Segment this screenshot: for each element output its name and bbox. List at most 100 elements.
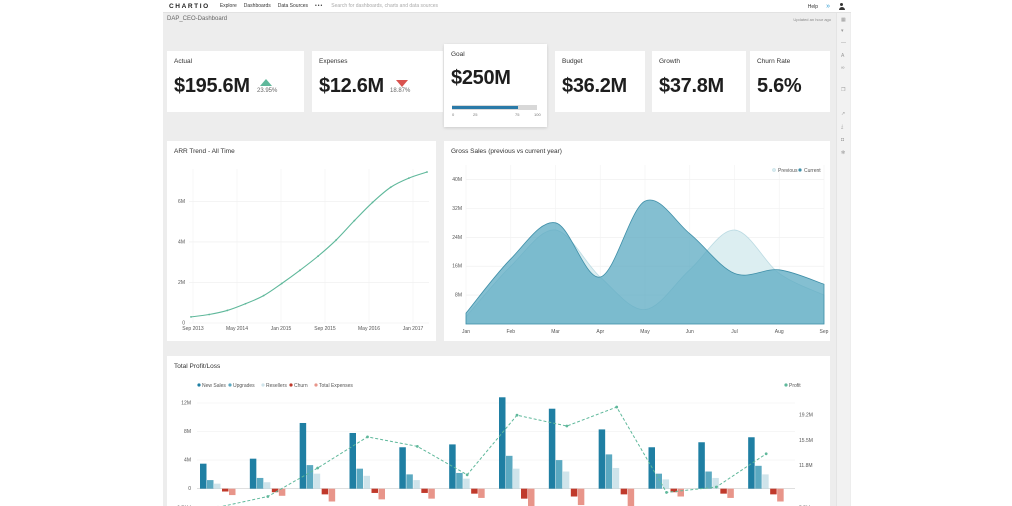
text-icon[interactable]: A: [841, 53, 845, 59]
bar-new-sales: [249, 458, 257, 489]
arr-data-point: [244, 302, 247, 305]
bar-churn: [321, 488, 329, 495]
kpi-card-churn-rate[interactable]: Churn Rate 5.6%: [750, 51, 830, 112]
kpi-card-growth[interactable]: Growth $37.8M: [652, 51, 746, 112]
arr-data-point: [426, 171, 428, 173]
y-tick-label: 16M: [452, 264, 462, 270]
y-tick-label: 32M: [452, 206, 462, 212]
gear-icon[interactable]: ✻: [841, 150, 846, 156]
profit-point: [764, 452, 768, 456]
kpi-card-goal[interactable]: Goal $250M 0 25 75 100: [444, 44, 547, 127]
bar-resellers: [263, 482, 271, 489]
bar-churn: [521, 488, 528, 499]
download-icon[interactable]: ⤓: [841, 124, 844, 130]
kpi-card-budget[interactable]: Budget $36.2M: [555, 51, 645, 112]
goal-progress-bar: [452, 105, 537, 110]
x-tick-label: May: [640, 329, 650, 335]
search-input[interactable]: Search for dashboards, charts and data s…: [331, 3, 439, 9]
profit-point: [515, 413, 519, 417]
legend-swatch: [261, 383, 265, 387]
copy-icon[interactable]: ❐: [841, 87, 846, 93]
legend-label: Upgrades: [233, 383, 255, 389]
bar-total-expenses: [328, 488, 336, 502]
nav-dashboards[interactable]: Dashboards: [243, 3, 271, 9]
chart-title: Gross Sales (previous vs current year): [451, 148, 562, 155]
user-icon[interactable]: [838, 3, 845, 10]
y2-tick-label: 11.8M: [799, 463, 813, 469]
legend-swatch: [197, 383, 201, 387]
arr-data-point: [353, 219, 356, 222]
profit-point: [714, 485, 718, 489]
bar-resellers: [413, 480, 420, 489]
kpi-card-actual[interactable]: Actual $195.6M 23.95%: [167, 51, 304, 112]
profit-loss-card[interactable]: Total Profit/Loss -2.71M04M8M12M5.5M11.8…: [167, 356, 830, 506]
chartio-logo[interactable]: CHARTIO: [169, 2, 210, 10]
x-tick-label: Jan 2017: [403, 326, 424, 332]
x-tick-label: Sep: [820, 329, 829, 335]
gross-sales-card[interactable]: Gross Sales (previous vs current year) 8…: [444, 141, 830, 341]
bar-upgrades: [356, 468, 363, 489]
legend-swatch: [314, 383, 318, 387]
nav-explore[interactable]: Explore: [219, 3, 237, 9]
bar-total-expenses: [278, 488, 286, 496]
kpi-value: $12.6M: [319, 75, 384, 97]
nav-data-sources[interactable]: Data Sources: [277, 3, 309, 9]
link-icon[interactable]: ∞: [841, 65, 845, 71]
y2-tick-label: 15.5M: [799, 438, 813, 444]
y-tick-label: 0: [182, 321, 185, 327]
kpi-value: $37.8M: [659, 75, 724, 97]
bar-churn: [271, 488, 279, 493]
arr-data-point: [389, 186, 392, 189]
kpi-card-expenses[interactable]: Expenses $12.6M 18.87%: [312, 51, 443, 112]
arr-data-point: [208, 313, 211, 316]
x-tick-label: Jul: [731, 329, 737, 335]
bar-new-sales: [598, 429, 606, 489]
bar-churn: [471, 488, 478, 494]
help-link[interactable]: Help: [807, 3, 819, 10]
arr-trend-chart: 0 2M 4M 6M Sep 2013 May 2014 Jan 2015 Sep 2015 M…: [178, 169, 429, 332]
bar-total-expenses: [428, 488, 435, 499]
kpi-value: $195.6M: [174, 75, 250, 97]
arr-data-point: [226, 309, 229, 312]
bar-upgrades: [456, 472, 463, 489]
kpi-label: Actual: [174, 58, 193, 65]
arr-data-point: [280, 282, 283, 285]
legend-swatch-previous: [772, 168, 776, 172]
arr-data-point: [299, 269, 301, 272]
trend-down-icon: [396, 80, 408, 87]
bar-upgrades: [705, 471, 712, 489]
arr-data-point: [335, 239, 338, 241]
arr-trend-card[interactable]: ARR Trend - All Time 0 2M 4M 6M Sep 2013 May …: [167, 141, 436, 341]
goal-tick: 25: [473, 112, 478, 117]
x-tick-label: Jan 2015: [271, 326, 292, 332]
arr-data-point: [262, 294, 265, 297]
camera-icon[interactable]: ◘: [841, 137, 845, 143]
bar-total-expenses: [777, 488, 784, 502]
y-tick-label: 8M: [184, 429, 191, 435]
y-tick-label: 0: [188, 486, 191, 492]
filter-icon[interactable]: ▾: [841, 28, 844, 34]
y-tick-label: 24M: [452, 235, 462, 241]
bar-total-expenses: [727, 488, 734, 498]
share-icon[interactable]: ↗: [841, 111, 846, 117]
y2-tick-label: 19.2M: [799, 413, 813, 419]
minus-icon[interactable]: —: [841, 40, 846, 46]
goal-tick: 75: [515, 112, 520, 117]
profit-point: [565, 424, 569, 428]
bar-upgrades: [755, 465, 762, 489]
legend-label: Churn: [294, 383, 308, 389]
bar-upgrades: [306, 465, 314, 489]
bar-new-sales: [299, 422, 307, 489]
legend-label: Profit: [789, 383, 801, 389]
bar-upgrades: [256, 477, 264, 489]
kpi-label: Churn Rate: [757, 58, 791, 65]
bar-new-sales: [349, 432, 356, 489]
legend-label: Resellers: [266, 383, 287, 389]
more-menu-icon[interactable]: •••: [315, 3, 324, 9]
bar-resellers: [363, 475, 370, 489]
grid-icon[interactable]: ▦: [841, 17, 846, 23]
chevron-icon[interactable]: »: [826, 3, 830, 10]
gross-sales-chart: 8M 16M 24M 32M 40M Jan Feb Mar Apr May Jun Jul Aug Se…: [452, 165, 829, 335]
bar-new-sales: [698, 442, 705, 489]
arr-data-point: [317, 255, 319, 258]
